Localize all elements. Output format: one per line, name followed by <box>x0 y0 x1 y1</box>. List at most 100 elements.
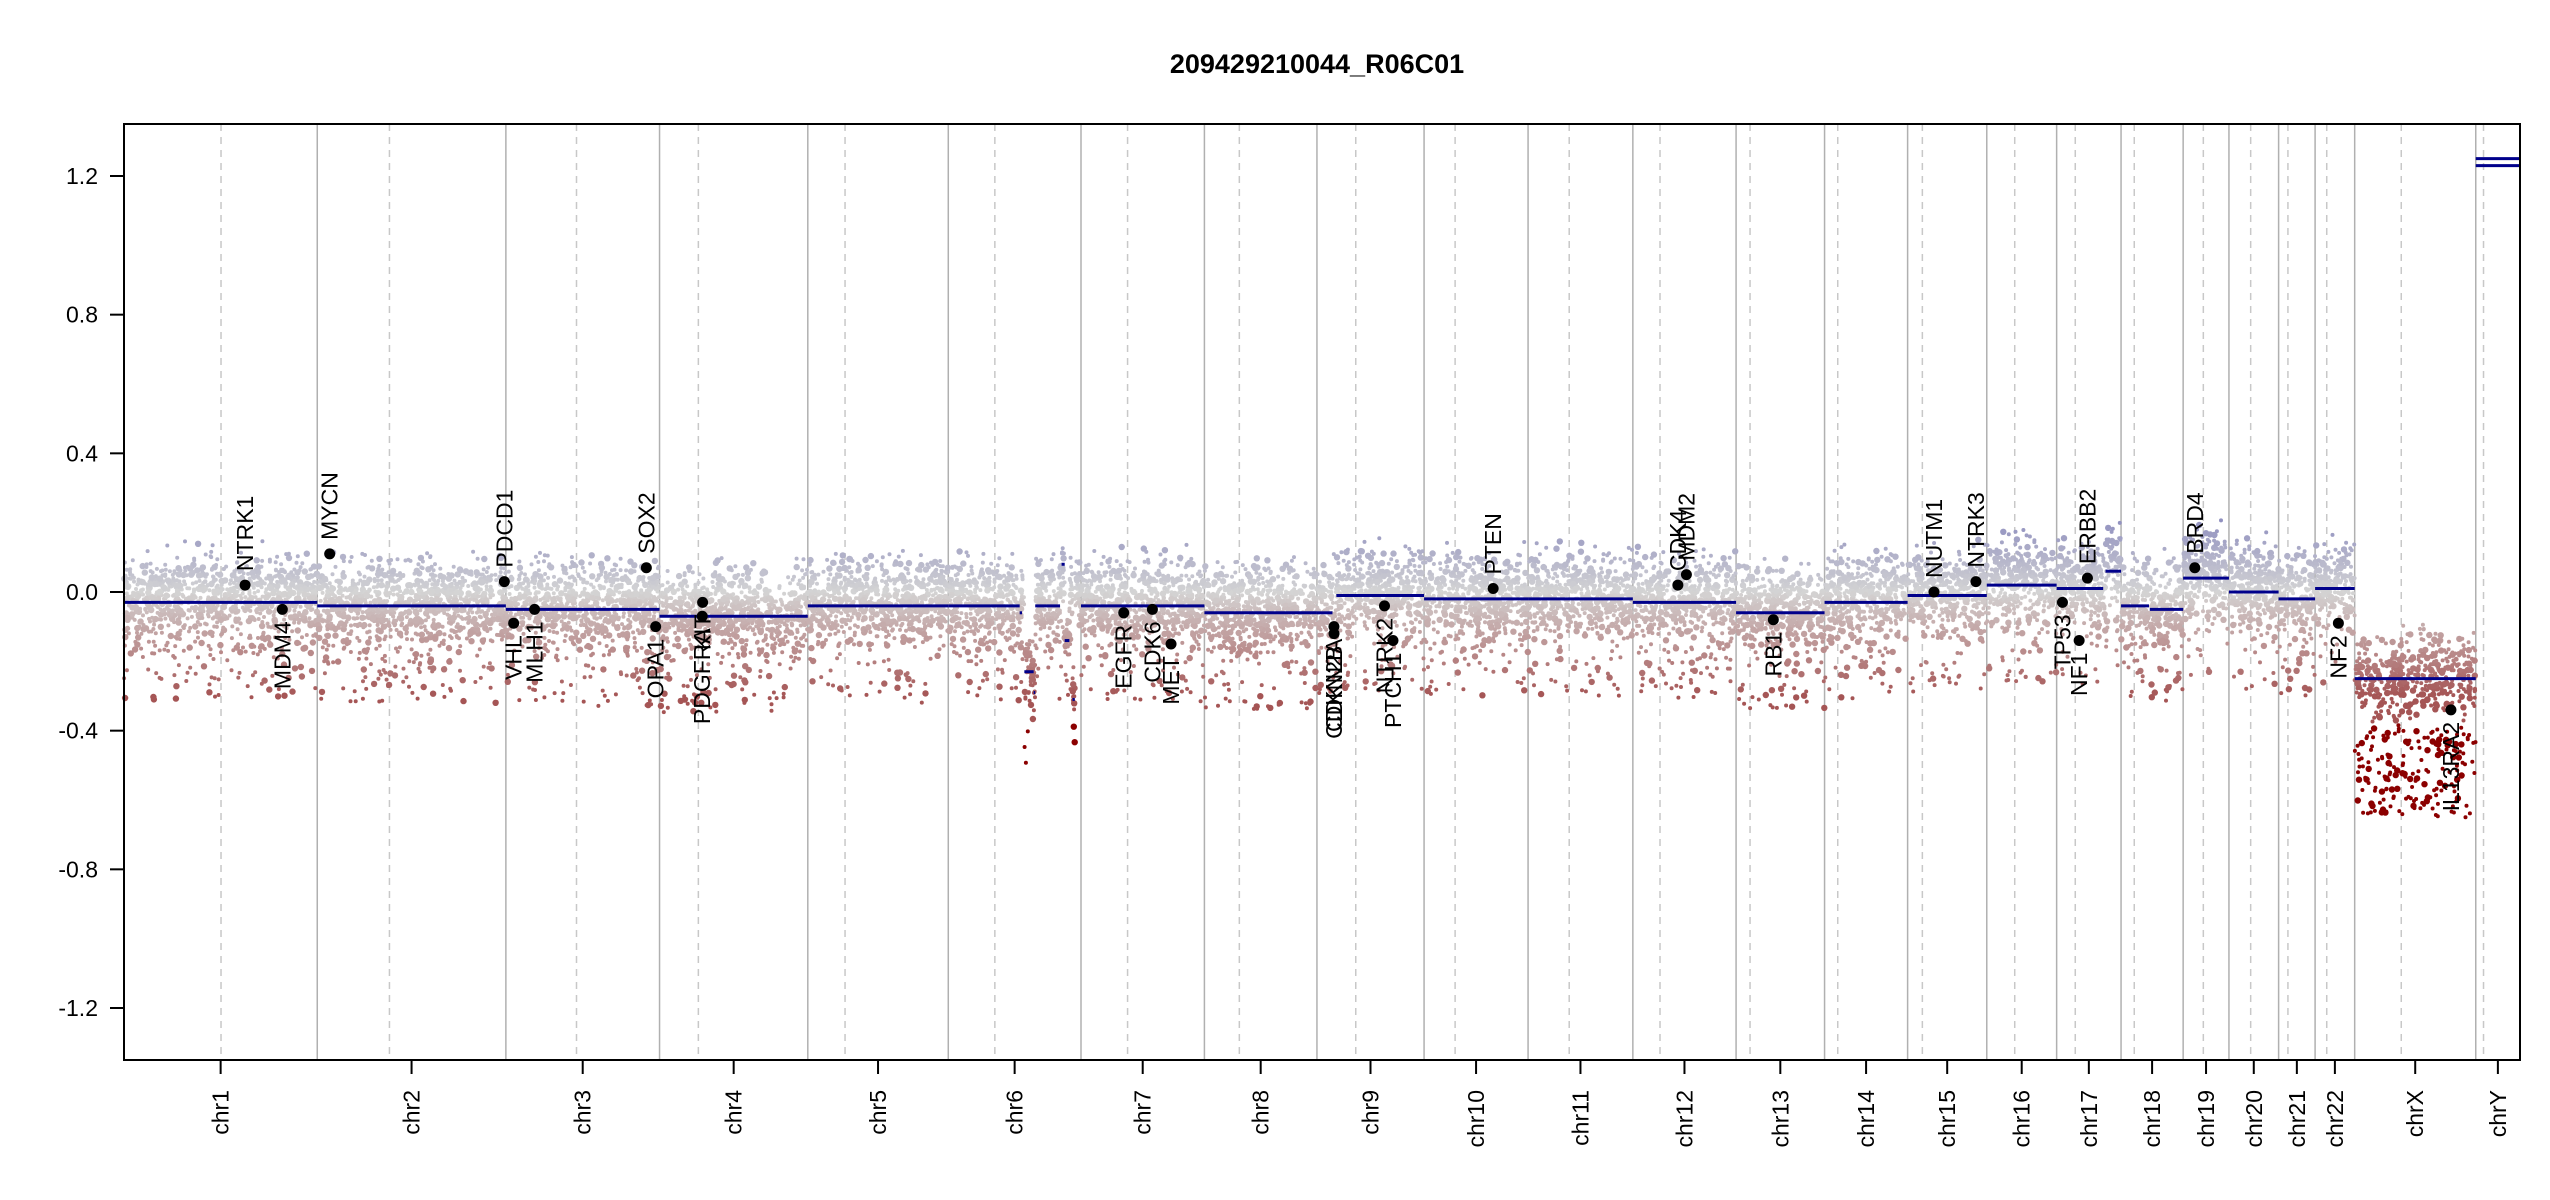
probe-point <box>141 613 145 618</box>
probe-point <box>380 656 385 661</box>
probe-point <box>1015 626 1022 634</box>
probe-point <box>294 560 299 565</box>
probe-point <box>148 574 155 581</box>
probe-point <box>196 635 200 640</box>
probe-point <box>331 660 336 665</box>
probe-point <box>499 566 504 570</box>
probe-point <box>637 631 642 636</box>
probe-point <box>865 584 870 588</box>
probe-point <box>793 655 798 660</box>
probe-point <box>690 610 695 615</box>
probe-point <box>545 586 550 591</box>
probe-point <box>507 592 512 596</box>
probe-point <box>410 690 415 695</box>
probe-point <box>546 575 551 580</box>
probe-point <box>177 637 182 641</box>
probe-point <box>1033 613 1040 620</box>
probe-point <box>163 574 168 578</box>
probe-point <box>835 587 840 592</box>
probe-point <box>815 631 823 639</box>
probe-point <box>460 697 467 705</box>
probe-point <box>174 590 181 597</box>
probe-point <box>606 602 611 607</box>
probe-point <box>610 638 615 643</box>
probe-point <box>997 583 1004 590</box>
probe-point <box>709 597 714 602</box>
probe-point <box>792 617 797 622</box>
probe-point <box>186 644 193 651</box>
probe-point <box>335 597 343 604</box>
probe-point <box>932 580 937 585</box>
probe-point <box>192 605 197 610</box>
probe-point <box>1033 632 1038 637</box>
probe-point <box>684 697 689 702</box>
probe-point <box>682 593 687 598</box>
probe-point <box>604 579 608 584</box>
probe-point <box>594 600 599 605</box>
probe-point <box>939 594 944 599</box>
probe-point <box>847 570 852 575</box>
probe-point <box>744 638 749 643</box>
probe-point <box>422 580 430 588</box>
probe-point <box>236 616 241 621</box>
probe-point <box>388 576 395 583</box>
probe-point <box>713 592 718 596</box>
probe-point <box>155 610 160 615</box>
probe-point <box>368 600 373 605</box>
probe-point <box>271 622 279 630</box>
probe-point <box>671 658 676 663</box>
probe-point <box>797 649 802 654</box>
probe-point <box>442 694 447 699</box>
probe-point <box>937 647 942 652</box>
probe-point <box>199 604 204 609</box>
probe-point <box>873 576 878 581</box>
probe-point <box>720 588 727 595</box>
probe-point <box>244 564 249 569</box>
probe-point <box>736 572 741 577</box>
probe-point <box>412 582 416 587</box>
probe-point <box>177 583 182 588</box>
probe-point <box>870 642 874 647</box>
probe-point <box>487 619 494 627</box>
probe-point <box>446 572 451 576</box>
probe-point <box>892 592 899 600</box>
probe-point <box>588 620 595 627</box>
probe-point <box>440 579 445 584</box>
probe-point <box>886 657 891 662</box>
probe-point <box>473 680 478 684</box>
probe-point <box>315 563 323 570</box>
probe-point <box>485 577 490 582</box>
probe-point <box>700 586 705 591</box>
probe-point <box>313 686 318 691</box>
probe-point <box>962 631 966 636</box>
probe-point <box>280 569 285 574</box>
probe-point <box>360 551 365 556</box>
probe-point <box>697 591 702 596</box>
probe-point <box>757 652 761 657</box>
probe-point <box>269 586 274 591</box>
probe-point <box>249 569 256 577</box>
probe-point <box>951 588 956 593</box>
probe-point <box>790 577 795 582</box>
probe-point <box>893 559 898 564</box>
probe-point <box>257 565 262 570</box>
probe-point <box>295 575 300 580</box>
probe-point <box>181 648 186 653</box>
probe-point <box>849 574 854 579</box>
probe-point <box>134 641 141 648</box>
probe-point <box>188 665 193 670</box>
probe-point <box>1072 694 1077 699</box>
probe-point <box>229 668 234 673</box>
probe-point <box>253 670 258 675</box>
probe-point <box>186 608 191 613</box>
probe-point <box>547 629 552 633</box>
probe-point <box>665 705 670 710</box>
probe-point <box>965 629 970 634</box>
probe-point <box>578 623 583 628</box>
probe-point <box>909 619 914 624</box>
probe-point <box>660 583 665 588</box>
probe-point <box>617 590 622 595</box>
probe-point <box>581 699 586 704</box>
probe-point <box>389 608 394 613</box>
probe-point <box>360 696 365 701</box>
